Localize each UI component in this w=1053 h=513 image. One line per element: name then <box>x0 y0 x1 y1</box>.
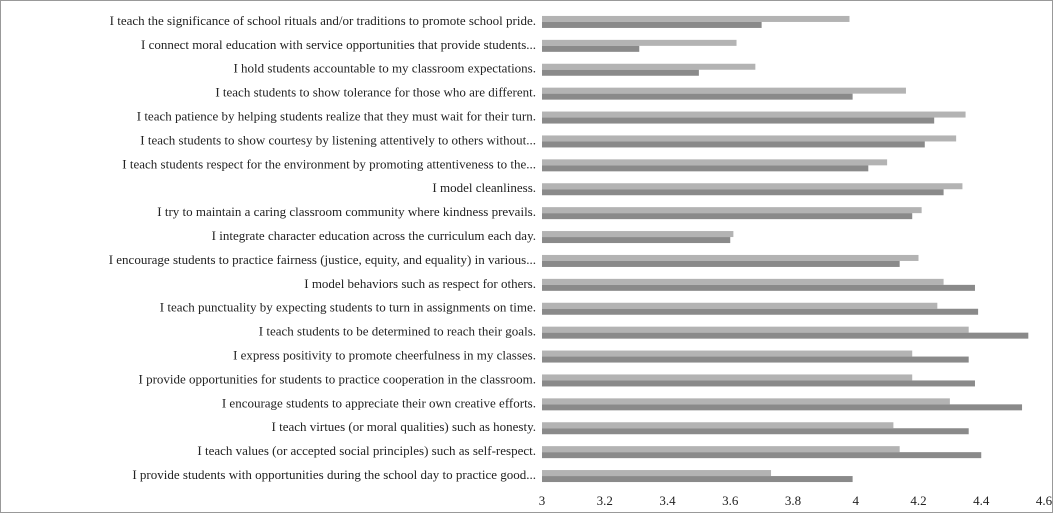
bar <box>542 141 925 148</box>
y-tick-label: I teach virtues (or moral qualities) suc… <box>272 419 537 434</box>
y-tick-label: I teach students to show tolerance for t… <box>215 85 536 100</box>
bar <box>542 398 950 405</box>
bar <box>542 117 935 124</box>
bar <box>542 21 762 28</box>
y-tick-label: I provide opportunities for students to … <box>139 371 536 386</box>
x-tick-label: 4.4 <box>973 493 990 508</box>
bar <box>542 189 944 196</box>
y-tick-label: I teach students to be determined to rea… <box>259 324 536 339</box>
y-tick-label: I model behaviors such as respect for ot… <box>304 276 536 291</box>
bar <box>542 39 737 46</box>
bar <box>542 213 913 220</box>
bar <box>542 302 938 309</box>
bar <box>542 207 922 214</box>
y-tick-label: I connect moral education with service o… <box>141 37 536 52</box>
y-tick-label: I teach patience by helping students rea… <box>137 109 536 124</box>
bar <box>542 15 850 22</box>
x-tick-label: 3.6 <box>722 493 739 508</box>
y-tick-label: I hold students accountable to my classr… <box>233 61 536 76</box>
y-tick-label: I teach values (or accepted social princ… <box>197 443 536 458</box>
bar <box>542 350 913 357</box>
bar <box>542 332 1029 339</box>
bar <box>542 470 772 477</box>
y-tick-label: I teach punctuality by expecting student… <box>160 300 536 315</box>
bar <box>542 452 982 459</box>
bar <box>542 63 756 70</box>
x-tick-label: 3.2 <box>597 493 613 508</box>
bar <box>542 237 731 244</box>
bar <box>542 159 888 166</box>
y-tick-label: I teach students to show courtesy by lis… <box>140 132 536 147</box>
y-tick-label: I teach students respect for the environ… <box>122 156 536 171</box>
y-tick-label: I encourage students to appreciate their… <box>222 395 536 410</box>
bar <box>542 476 853 483</box>
bar <box>542 45 640 52</box>
bar <box>542 93 853 100</box>
x-tick-label: 3.4 <box>659 493 676 508</box>
bar <box>542 111 966 118</box>
bar <box>542 326 969 333</box>
bar <box>542 254 919 261</box>
bar <box>542 404 1023 411</box>
bar <box>542 446 900 453</box>
bar <box>542 69 699 76</box>
y-tick-label: I provide students with opportunities du… <box>132 467 536 482</box>
bar <box>542 284 975 291</box>
bar <box>542 87 906 94</box>
bar <box>542 231 734 238</box>
y-tick-label: I teach the significance of school ritua… <box>110 13 536 28</box>
bar <box>542 380 975 387</box>
y-tick-label: I try to maintain a caring classroom com… <box>157 204 536 219</box>
x-tick-label: 4.6 <box>1036 493 1053 508</box>
bar <box>542 278 944 285</box>
bar <box>542 183 963 190</box>
x-tick-label: 4.2 <box>910 493 926 508</box>
bar <box>542 428 969 435</box>
bar <box>542 422 894 429</box>
bar <box>542 356 969 363</box>
x-tick-label: 3 <box>539 493 546 508</box>
x-tick-label: 4 <box>853 493 860 508</box>
y-tick-label: I integrate character education across t… <box>212 228 536 243</box>
bar <box>542 308 979 315</box>
bar <box>542 260 900 267</box>
bar <box>542 165 869 172</box>
x-tick-label: 3.8 <box>785 493 801 508</box>
y-tick-label: I encourage students to practice fairnes… <box>109 252 536 267</box>
bar <box>542 374 913 381</box>
bar <box>542 135 957 142</box>
y-tick-label: I express positivity to promote cheerful… <box>233 348 536 363</box>
y-tick-label: I model cleanliness. <box>432 180 536 195</box>
